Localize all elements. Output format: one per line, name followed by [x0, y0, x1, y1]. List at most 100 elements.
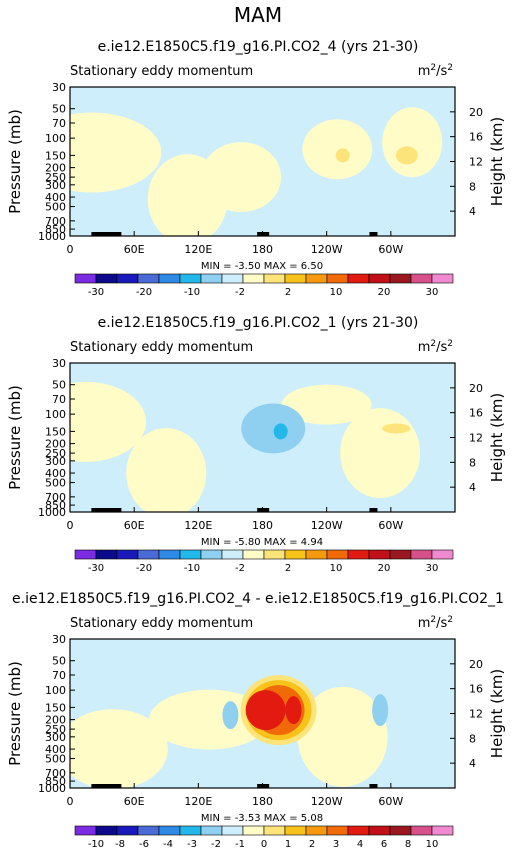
y2-tick-label: 20 [469, 106, 483, 119]
colorbar-label: 2 [309, 839, 315, 850]
x-tick-label: 60W [378, 519, 403, 532]
y-tick-label: 850 [45, 223, 66, 236]
contour-region [70, 381, 147, 462]
y-tick-label: 70 [52, 669, 66, 682]
colorbar-swatch [242, 549, 265, 560]
y-tick-label: 70 [52, 393, 66, 406]
y-tick-label: 30 [52, 81, 66, 94]
x-tick-label: 0 [67, 795, 74, 808]
y2-tick-label: 12 [469, 156, 483, 169]
y-tick-label: 700 [45, 767, 66, 780]
panel-title: e.ie12.E1850C5.f19_g16.PI.CO2_4 (yrs 21-… [98, 39, 419, 55]
colorbar-label: -2 [235, 287, 245, 298]
colorbar-swatch [368, 825, 391, 836]
y-tick-label: 400 [45, 743, 66, 756]
y2-tick-label: 4 [469, 481, 476, 494]
colorbar-swatch [263, 273, 286, 284]
colorbar-swatch [347, 549, 370, 560]
min-max-stats: MIN = -3.53 MAX = 5.08 [201, 813, 323, 824]
colorbar-swatch [179, 549, 202, 560]
topography [257, 508, 270, 512]
colorbar-label: -3 [187, 839, 197, 850]
topography [91, 784, 122, 788]
colorbar-swatch [116, 549, 139, 560]
colorbar-swatch [179, 273, 202, 284]
colorbar-swatch [410, 549, 433, 560]
y-tick-label: 500 [45, 201, 66, 214]
units-label: m2/s2 [418, 63, 453, 79]
contour-region [395, 146, 418, 165]
y2-tick-label: 20 [469, 382, 483, 395]
y-tick-label: 500 [45, 477, 66, 490]
colorbar-swatch [221, 549, 244, 560]
colorbar-swatch [179, 825, 202, 836]
topography [369, 784, 378, 788]
y2-tick-label: 12 [469, 708, 483, 721]
y2-tick-label: 16 [469, 683, 483, 696]
colorbar-swatch [263, 825, 286, 836]
panel-subtitle: Stationary eddy momentum [70, 64, 253, 79]
colorbar-label: -2 [235, 563, 245, 574]
colorbar-label: -20 [136, 287, 152, 298]
contour-region [70, 112, 162, 193]
colorbar-swatch [200, 825, 223, 836]
min-max-stats: MIN = -3.50 MAX = 6.50 [201, 261, 323, 272]
colorbar-swatch [431, 273, 454, 284]
x-tick-label: 120E [184, 243, 212, 256]
y2-tick-label: 8 [469, 732, 476, 745]
colorbar-swatch [242, 825, 265, 836]
topography [91, 508, 122, 512]
colorbar-swatch [284, 825, 307, 836]
colorbar-label: 10 [330, 287, 343, 298]
contour-region [302, 119, 373, 180]
y-tick-label: 850 [45, 775, 66, 788]
topography [257, 232, 270, 236]
contour-region [297, 686, 388, 787]
contour-field [70, 87, 455, 236]
y-axis-label: Pressure (mb) [6, 109, 24, 214]
colorbar-swatch [410, 273, 433, 284]
contour-region [372, 694, 389, 727]
colorbar-label: -4 [163, 839, 173, 850]
colorbar-label: 10 [330, 563, 343, 574]
colorbar-swatch [389, 825, 412, 836]
colorbar-swatch [305, 273, 328, 284]
y2-axis-label: Height (km) [488, 117, 506, 206]
contour-field [70, 363, 455, 512]
colorbar-swatch [347, 825, 370, 836]
min-max-stats: MIN = -5.80 MAX = 4.94 [201, 537, 323, 548]
contour-field [70, 639, 455, 788]
colorbar-swatch [284, 273, 307, 284]
y-tick-label: 150 [45, 701, 66, 714]
colorbar-label: -1 [235, 839, 245, 850]
contour-region [70, 709, 168, 788]
x-tick-label: 120E [184, 795, 212, 808]
y-tick-label: 250 [45, 723, 66, 736]
colorbar-label: 6 [381, 839, 387, 850]
x-tick-label: 60E [124, 795, 145, 808]
y-tick-label: 400 [45, 191, 66, 204]
colorbar-label: -2 [211, 839, 221, 850]
colorbar-swatch [431, 825, 454, 836]
y-tick-label: 1000 [38, 230, 66, 243]
colorbar-label: 2 [285, 287, 291, 298]
colorbar-swatch [95, 273, 118, 284]
colorbar-swatch [74, 549, 97, 560]
colorbar-label: -10 [184, 563, 200, 574]
units-label: m2/s2 [418, 615, 453, 631]
colorbar-label: 3 [333, 839, 339, 850]
contour-region [382, 107, 443, 178]
y-tick-label: 200 [45, 714, 66, 727]
colorbar-label: 30 [426, 287, 439, 298]
y-tick-label: 150 [45, 149, 66, 162]
colorbar-label: -30 [88, 287, 104, 298]
y-tick-label: 100 [45, 132, 66, 145]
colorbar-swatch [74, 273, 97, 284]
x-tick-label: 180 [252, 795, 273, 808]
colorbar-swatch [305, 825, 328, 836]
panels: e.ie12.E1850C5.f19_g16.PI.CO2_4 (yrs 21-… [6, 39, 506, 850]
y-tick-label: 250 [45, 171, 66, 184]
colorbar-swatch [326, 825, 349, 836]
topography [91, 232, 122, 236]
colorbar-label: 4 [357, 839, 363, 850]
